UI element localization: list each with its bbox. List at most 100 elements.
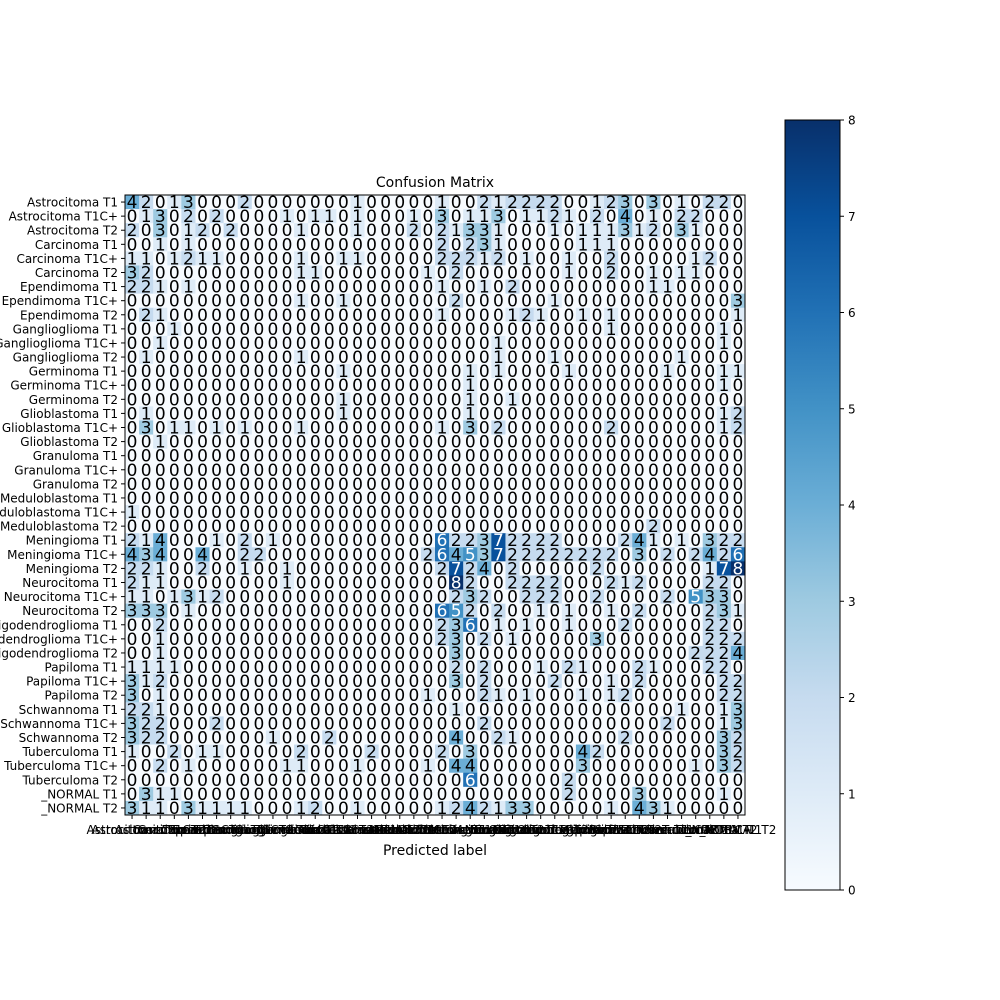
heatmap-cell xyxy=(153,237,168,252)
heatmap-cell xyxy=(392,209,408,224)
heatmap-cell xyxy=(618,223,633,238)
y-tick-label: Tuberculoma T1 xyxy=(22,745,118,759)
heatmap-cell xyxy=(336,265,351,280)
heatmap-cell xyxy=(420,195,436,210)
heatmap-cell xyxy=(223,251,239,266)
heatmap-cell xyxy=(195,223,210,238)
y-tick-label: Neurocitoma T1C+ xyxy=(4,590,118,604)
heatmap-cell xyxy=(674,223,690,238)
heatmap-cell xyxy=(547,265,563,280)
heatmap-cell xyxy=(392,195,408,210)
heatmap-cell xyxy=(209,195,225,210)
y-tick-label: Ganglioglioma T1C+ xyxy=(0,336,118,350)
heatmap-cell xyxy=(125,209,140,224)
heatmap-cell xyxy=(265,237,281,252)
heatmap-cell xyxy=(336,209,351,224)
heatmap-cell xyxy=(435,209,450,224)
heatmap-cell xyxy=(294,251,309,266)
colorbar-tick-label: 3 xyxy=(848,595,856,609)
heatmap-cell xyxy=(463,195,478,210)
y-tick-label: Schwannoma T1 xyxy=(19,703,118,717)
heatmap-cell xyxy=(139,265,154,280)
x-tick-label: _NORMAL T2 xyxy=(699,823,777,837)
heatmap-cell xyxy=(449,195,464,210)
heatmap-cell xyxy=(322,209,337,224)
heatmap-cell xyxy=(364,237,380,252)
heatmap-cell xyxy=(209,209,225,224)
heatmap-cell xyxy=(477,237,492,252)
heatmap-cell xyxy=(660,223,675,238)
heatmap-cell xyxy=(618,195,633,210)
heatmap-cell xyxy=(364,251,380,266)
heatmap-cell xyxy=(294,237,309,252)
heatmap-cell xyxy=(716,195,732,210)
heatmap-cell xyxy=(265,265,281,280)
heatmap-cell xyxy=(294,223,309,238)
heatmap-cell xyxy=(590,237,605,252)
heatmap-cell xyxy=(449,251,464,266)
heatmap-cell xyxy=(575,223,591,238)
heatmap-cell xyxy=(167,251,182,266)
heatmap-cell xyxy=(209,237,225,252)
heatmap-cell xyxy=(251,265,267,280)
heatmap-cell xyxy=(153,251,168,266)
heatmap-cell xyxy=(125,195,140,210)
heatmap-cell xyxy=(575,251,591,266)
heatmap-cell xyxy=(392,251,408,266)
heatmap-cell xyxy=(420,223,436,238)
heatmap-cell xyxy=(716,251,732,266)
heatmap-cell xyxy=(125,223,140,238)
heatmap-cell xyxy=(519,195,535,210)
y-tick-label: Papiloma T1 xyxy=(45,661,119,675)
heatmap-cell xyxy=(463,209,478,224)
heatmap-cell xyxy=(308,209,323,224)
heatmap-cell xyxy=(265,223,281,238)
heatmap-cell xyxy=(505,195,520,210)
heatmap-cell xyxy=(505,265,520,280)
heatmap-cell xyxy=(646,237,661,252)
colorbar-ticks: 0 1 2 3 4 5 6 7 8 xyxy=(840,114,856,898)
heatmap-cell xyxy=(674,195,690,210)
heatmap-cell xyxy=(139,223,154,238)
heatmap-cell xyxy=(181,265,196,280)
heatmap-cell xyxy=(406,265,422,280)
heatmap-cell xyxy=(702,209,718,224)
heatmap-cell xyxy=(449,265,464,280)
heatmap-cell xyxy=(491,223,506,238)
heatmap-cell xyxy=(308,251,323,266)
heatmap-cell xyxy=(561,223,577,238)
heatmap-cell xyxy=(378,265,394,280)
heatmap-cell xyxy=(420,209,436,224)
heatmap-cell xyxy=(223,209,239,224)
heatmap-cell xyxy=(702,223,718,238)
y-tick-label: Glioblastoma T1 xyxy=(20,407,118,421)
heatmap-cell xyxy=(646,195,661,210)
heatmap-cell xyxy=(505,251,520,266)
heatmap-cell xyxy=(406,237,422,252)
heatmap-cell xyxy=(604,223,619,238)
heatmap-cell xyxy=(336,251,351,266)
heatmap-cell xyxy=(505,209,520,224)
heatmap-cell xyxy=(139,195,154,210)
heatmap-cell xyxy=(533,251,549,266)
heatmap-cell xyxy=(449,237,464,252)
heatmap-cell xyxy=(378,251,394,266)
heatmap-cell xyxy=(406,209,422,224)
y-tick-label: Ependimoma T2 xyxy=(20,308,118,322)
heatmap-cell xyxy=(350,251,365,266)
y-tick-label: Meduloblastoma T2 xyxy=(0,520,118,534)
heatmap-cell xyxy=(378,195,394,210)
heatmap-cell xyxy=(237,223,253,238)
heatmap-cell xyxy=(181,209,196,224)
colorbar-tick-label: 2 xyxy=(848,691,856,705)
y-tick-label: Tuberculoma T1C+ xyxy=(3,759,118,773)
heatmap-cell xyxy=(308,223,323,238)
y-tick-label: Germinoma T1C+ xyxy=(10,379,118,393)
heatmap-cell xyxy=(406,251,422,266)
heatmap-cell xyxy=(519,237,535,252)
heatmap-cell xyxy=(688,223,704,238)
heatmap-cell xyxy=(449,223,464,238)
heatmap-cell xyxy=(716,209,732,224)
heatmap-cell xyxy=(223,223,239,238)
heatmap-cell xyxy=(688,195,704,210)
